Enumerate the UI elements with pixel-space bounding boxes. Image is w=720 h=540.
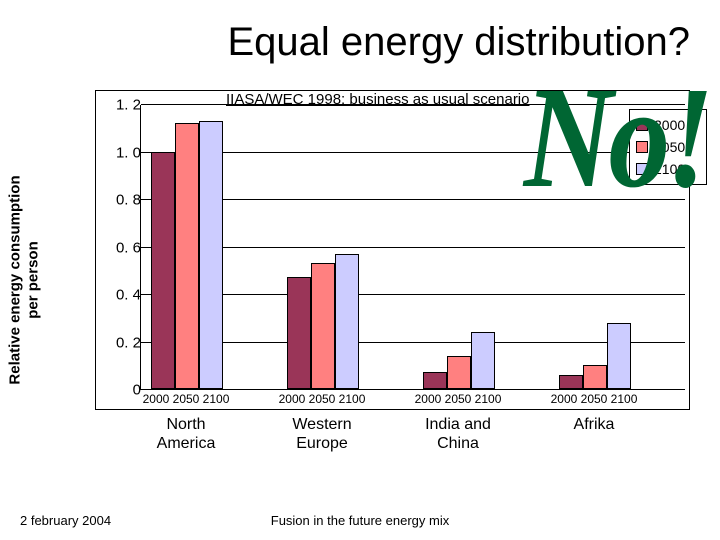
bar (471, 332, 495, 389)
legend-swatch (636, 141, 648, 153)
bar (559, 375, 583, 389)
legend-item: 2050 (636, 136, 700, 158)
x-tick-years: 2000 2050 2100 (279, 392, 366, 406)
x-region-label: Afrika (534, 415, 654, 434)
x-tick-years: 2000 2050 2100 (415, 392, 502, 406)
y-axis-label-wrap: Relative energy consumptionper person (15, 130, 35, 430)
x-region-label: WesternEurope (262, 415, 382, 453)
legend-swatch (636, 163, 648, 175)
chart-source-note: IIASA/WEC 1998: business as usual scenar… (226, 91, 530, 108)
bar (287, 277, 311, 389)
legend-label: 2100 (654, 161, 685, 177)
y-axis-label: Relative energy consumptionper person (7, 175, 43, 384)
legend-swatch (636, 119, 648, 131)
chart-container: Relative energy consumptionper person II… (35, 90, 695, 480)
bar (335, 254, 359, 389)
footer-caption: Fusion in the future energy mix (0, 513, 720, 528)
plot-area (140, 105, 685, 390)
legend-label: 2050 (654, 139, 685, 155)
y-tick-label: 1. 0 (101, 144, 141, 161)
y-tick-label: 0. 2 (101, 334, 141, 351)
bar (175, 123, 199, 389)
bar (311, 263, 335, 389)
legend-item: 2100 (636, 158, 700, 180)
bar (423, 372, 447, 389)
legend: 2000 2050 2100 (629, 109, 707, 185)
y-tick-label: 0. 6 (101, 239, 141, 256)
x-tick-years: 2000 2050 2100 (551, 392, 638, 406)
slide-title: Equal energy distribution? (0, 0, 720, 65)
y-tick-label: 0. 8 (101, 192, 141, 209)
bar (607, 323, 631, 390)
y-tick-label: 0. 4 (101, 287, 141, 304)
bar (151, 152, 175, 390)
x-region-label: NorthAmerica (126, 415, 246, 453)
y-tick-label: 1. 2 (101, 97, 141, 114)
x-region-label: India andChina (398, 415, 518, 453)
bar (199, 121, 223, 389)
x-tick-years: 2000 2050 2100 (143, 392, 230, 406)
bar (583, 365, 607, 389)
legend-label: 2000 (654, 117, 685, 133)
y-tick-label: 0 (101, 382, 141, 399)
legend-item: 2000 (636, 114, 700, 136)
bar (447, 356, 471, 389)
